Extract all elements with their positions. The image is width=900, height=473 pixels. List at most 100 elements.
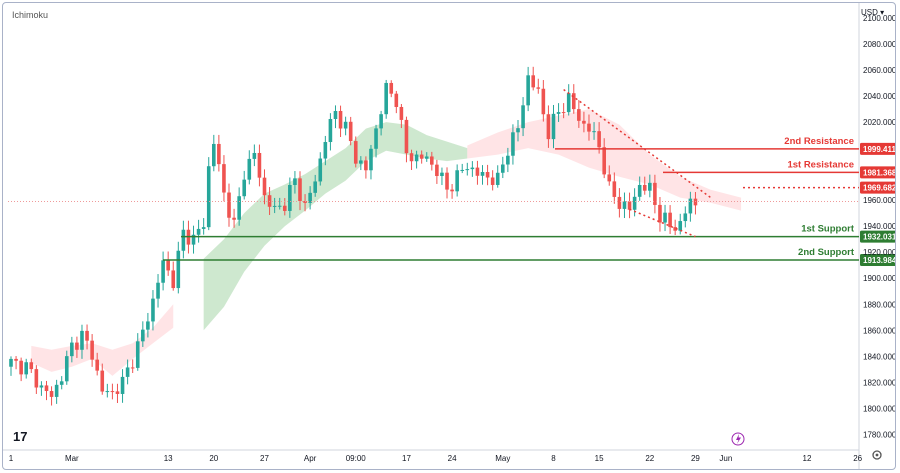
price-tick-label: 1840.000	[863, 352, 895, 361]
candle-body	[511, 132, 515, 156]
price-tick-label: 1940.000	[863, 222, 895, 231]
candle-body	[282, 205, 287, 211]
candle-body	[156, 282, 160, 299]
candle-body	[191, 234, 196, 245]
candle-body	[500, 164, 505, 173]
candle-body	[252, 152, 257, 159]
candle-body	[39, 385, 44, 388]
candle-body	[577, 109, 581, 121]
candle-body	[419, 154, 424, 159]
candle-body	[404, 119, 409, 154]
candle-body	[683, 213, 688, 222]
candle-body	[125, 367, 130, 377]
candle-body	[318, 158, 323, 182]
candle-body	[389, 82, 394, 94]
candle-body	[105, 391, 110, 393]
candle-body	[409, 153, 414, 162]
candle-body	[485, 172, 490, 178]
time-axis[interactable]: 1 Mar 13 20 27 Apr 09:00 17 24 May 8 15 22 29 Jun 12 26	[9, 454, 863, 463]
candle-body	[374, 128, 378, 149]
candle-body	[288, 184, 292, 211]
time-tick-label: 15	[595, 454, 604, 463]
candle-body	[257, 152, 262, 178]
candle-body	[678, 221, 683, 231]
candle-body	[435, 164, 439, 177]
candle-body	[24, 362, 29, 375]
gear-icon[interactable]	[872, 450, 882, 460]
candle-body	[597, 131, 601, 148]
candle-body	[399, 106, 404, 120]
candle-body	[196, 228, 201, 235]
candle-body	[343, 121, 348, 129]
candle-body	[424, 156, 429, 159]
candle-body	[536, 87, 541, 89]
candle-body	[622, 201, 627, 209]
price-tick-label: 1960.000	[863, 196, 895, 205]
candle-body	[561, 112, 566, 114]
candle-body	[379, 114, 383, 129]
candle-body	[141, 329, 145, 342]
candle-body	[181, 229, 186, 251]
price-tick-label: 2040.000	[863, 92, 895, 101]
candle-body	[521, 105, 525, 129]
price-tick-label: 1880.000	[863, 300, 895, 309]
candle-body	[333, 110, 338, 119]
candle-body	[394, 93, 399, 107]
price-axis[interactable]: 1999.411 1981.368 1969.682 1932.031 1913.984…	[860, 14, 895, 439]
time-tick-label: 12	[803, 454, 812, 463]
currency-selector[interactable]: USD ▾	[861, 8, 884, 17]
channel-line	[563, 88, 712, 199]
time-tick-label: Apr	[304, 454, 317, 463]
time-tick-label: 17	[402, 454, 411, 463]
candle-body	[100, 370, 105, 392]
candle-body	[34, 369, 39, 388]
candle-body	[460, 169, 465, 171]
candle-body	[348, 121, 353, 142]
candle-body	[526, 75, 530, 106]
candle-body	[201, 227, 206, 229]
level-price-tag-text: 1999.411	[863, 145, 895, 154]
time-tick-label: 26	[853, 454, 862, 463]
candle-body	[328, 118, 333, 143]
candle-body	[151, 298, 155, 322]
time-tick-label: Mar	[65, 454, 79, 463]
candle-body	[49, 391, 54, 397]
price-tick-label: 1780.000	[863, 430, 895, 439]
candle-body	[632, 196, 637, 210]
candle-body	[612, 181, 617, 197]
time-tick-label: 1	[9, 454, 14, 463]
candle-body	[470, 167, 475, 170]
level-price-tag-text: 1913.984	[863, 256, 895, 265]
candle-body	[90, 340, 94, 360]
candle-body	[217, 143, 221, 165]
candle-body	[232, 217, 236, 220]
candle-body	[146, 321, 150, 330]
candle-body	[688, 198, 693, 214]
candle-body	[663, 212, 667, 223]
candle-body	[592, 131, 596, 133]
level-price-tag	[860, 166, 895, 179]
time-tick-label: 24	[448, 454, 457, 463]
candle-body	[414, 154, 419, 162]
candle-body	[9, 358, 13, 367]
candle-body	[506, 155, 510, 165]
candle-body	[272, 205, 277, 207]
flash-icon[interactable]	[731, 432, 745, 446]
indicator-legend[interactable]: Ichimoku	[12, 10, 48, 20]
candle-body	[440, 172, 444, 177]
candle-body	[313, 181, 317, 193]
candle-body	[242, 179, 247, 197]
candle-body	[369, 148, 373, 171]
price-chart[interactable]: 2nd Resistance 1st Resistance 1st Support 2…	[3, 3, 895, 469]
time-tick-label: 13	[164, 454, 173, 463]
candle-body	[338, 110, 343, 129]
level-price-tag-text: 1969.682	[863, 184, 895, 193]
descending-channel	[563, 88, 712, 238]
candle-body	[571, 93, 576, 110]
candle-body	[430, 156, 434, 165]
level-label: 2nd Resistance	[784, 136, 854, 147]
candle-body	[212, 143, 216, 167]
candle-body	[247, 158, 252, 180]
candle-body	[450, 189, 454, 192]
candle-body	[587, 123, 591, 132]
